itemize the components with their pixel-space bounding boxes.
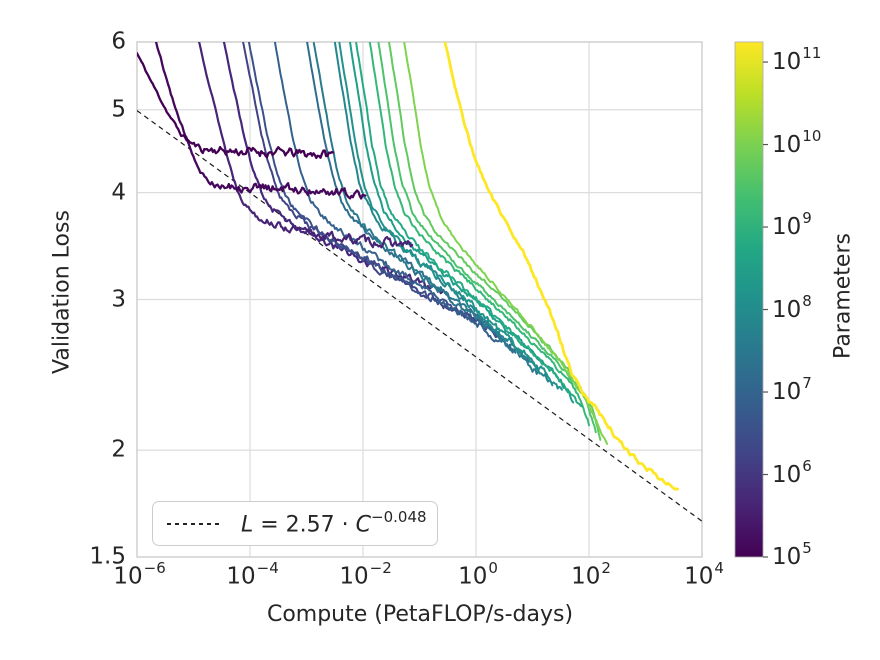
y-tick-label: 3 <box>111 286 126 312</box>
learning-curve-1400000000 <box>368 42 590 427</box>
formula-lhs: L <box>241 512 254 538</box>
colorbar-tick-label: 1010 <box>772 126 822 158</box>
learning-curve-8100000 <box>273 42 517 354</box>
y-tick-label: 2 <box>111 436 126 463</box>
colorbar-tick-label: 108 <box>772 291 812 323</box>
formula-eq: = 2.57 · <box>253 512 356 538</box>
learning-curve-175000000000 <box>443 42 680 491</box>
formula-base: C <box>355 512 372 538</box>
x-tick-label: 10−6 <box>113 559 166 590</box>
colorbar-tick-label: 106 <box>772 456 812 488</box>
colorbar-tick-label: 1011 <box>772 44 822 75</box>
legend: L = 2.57 · C−0.048 <box>152 501 438 546</box>
learning-curve-13000000000 <box>403 42 609 445</box>
learning-curve-440000 <box>198 42 414 249</box>
formula-exponent: −0.048 <box>371 508 427 527</box>
learning-curve-35000000 <box>312 42 540 375</box>
learning-curve-100000 <box>137 52 335 160</box>
learning-curve-1900000 <box>242 42 492 329</box>
fit-line <box>137 110 702 522</box>
y-tick-label: 5 <box>111 96 126 123</box>
learning-curve-150000000 <box>338 42 563 391</box>
learning-curve-910000 <box>222 42 444 295</box>
colorbar-tick-label: 109 <box>772 209 812 240</box>
x-axis-label: Compute (PetaFLOP/s-days) <box>266 602 574 627</box>
colorbar <box>734 41 764 558</box>
plot-spine <box>136 41 703 558</box>
learning-curve-4000000 <box>247 42 503 339</box>
x-tick-label: 102 <box>571 559 611 590</box>
x-tick-label: 100 <box>458 559 498 590</box>
learning-curve-6000000000 <box>388 42 602 441</box>
y-tick-label: 4 <box>111 179 126 206</box>
y-tick-label: 1.5 <box>89 543 126 570</box>
y-tick-label: 6 <box>111 28 126 55</box>
learning-curve-210000 <box>155 42 367 200</box>
learning-curve-2900000000 <box>377 42 597 434</box>
legend-dash-sample <box>167 522 219 525</box>
x-tick-label: 10−4 <box>226 559 279 590</box>
learning-curve-320000000 <box>349 42 575 404</box>
x-tick-label: 104 <box>684 559 724 590</box>
colorbar-label: Parameters <box>830 233 856 359</box>
legend-formula: L = 2.57 · C−0.048 <box>241 508 427 538</box>
colorbar-tick-label: 107 <box>772 374 812 405</box>
learning-curve-680000000 <box>355 42 584 408</box>
y-axis-label: Validation Loss <box>49 210 75 374</box>
colorbar-tick-label: 105 <box>772 539 812 570</box>
x-tick-label: 10−2 <box>339 559 392 590</box>
